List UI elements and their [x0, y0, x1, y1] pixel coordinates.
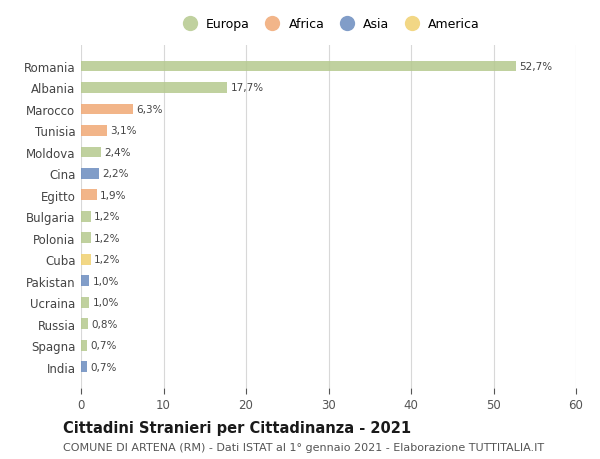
Bar: [81, 340, 87, 351]
Text: Cittadini Stranieri per Cittadinanza - 2021: Cittadini Stranieri per Cittadinanza - 2…: [63, 420, 411, 435]
Bar: [81, 83, 227, 94]
Bar: [81, 362, 87, 372]
Bar: [81, 147, 101, 158]
Text: 1,2%: 1,2%: [94, 255, 121, 265]
Bar: [81, 297, 89, 308]
Bar: [81, 190, 97, 201]
Text: 1,0%: 1,0%: [92, 276, 119, 286]
Bar: [81, 104, 133, 115]
Text: 2,4%: 2,4%: [104, 148, 131, 157]
Text: 0,8%: 0,8%: [91, 319, 117, 329]
Text: 0,7%: 0,7%: [90, 341, 116, 351]
Bar: [81, 168, 99, 179]
Text: 1,9%: 1,9%: [100, 190, 127, 201]
Bar: [81, 212, 91, 222]
Bar: [81, 126, 107, 136]
Legend: Europa, Africa, Asia, America: Europa, Africa, Asia, America: [177, 18, 480, 31]
Text: 0,7%: 0,7%: [90, 362, 116, 372]
Text: 52,7%: 52,7%: [519, 62, 552, 72]
Text: COMUNE DI ARTENA (RM) - Dati ISTAT al 1° gennaio 2021 - Elaborazione TUTTITALIA.: COMUNE DI ARTENA (RM) - Dati ISTAT al 1°…: [63, 442, 544, 452]
Text: 17,7%: 17,7%: [230, 83, 263, 93]
Text: 2,2%: 2,2%: [103, 169, 129, 179]
Text: 1,0%: 1,0%: [92, 297, 119, 308]
Bar: [81, 62, 516, 72]
Bar: [81, 276, 89, 286]
Bar: [81, 254, 91, 265]
Bar: [81, 319, 88, 330]
Text: 1,2%: 1,2%: [94, 212, 121, 222]
Text: 6,3%: 6,3%: [136, 105, 163, 115]
Bar: [81, 233, 91, 244]
Text: 3,1%: 3,1%: [110, 126, 136, 136]
Text: 1,2%: 1,2%: [94, 233, 121, 243]
